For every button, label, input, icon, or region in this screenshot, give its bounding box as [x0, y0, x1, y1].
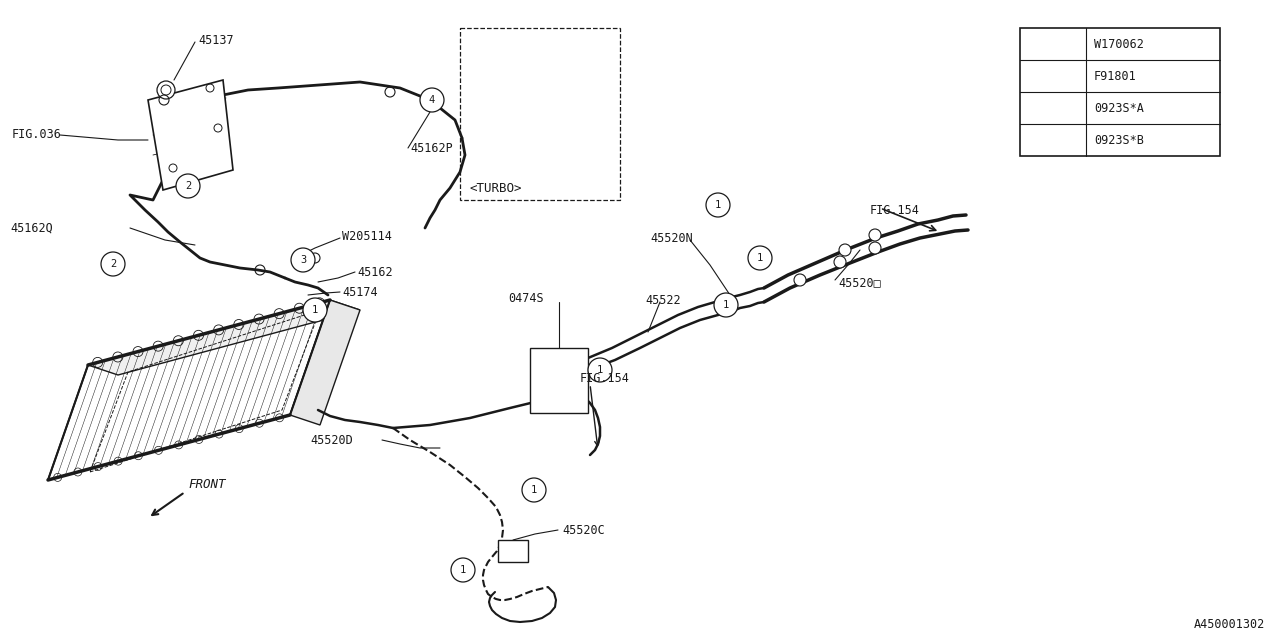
Text: 3: 3: [300, 255, 306, 265]
Polygon shape: [148, 80, 233, 190]
Text: 1: 1: [723, 300, 730, 310]
Circle shape: [835, 256, 846, 268]
Text: F91801: F91801: [1094, 70, 1137, 83]
Circle shape: [838, 244, 851, 256]
Text: W170062: W170062: [1094, 38, 1144, 51]
Bar: [498, 540, 529, 562]
Text: 45520C: 45520C: [562, 524, 604, 536]
Text: 45520D: 45520D: [310, 433, 353, 447]
Text: 45162Q: 45162Q: [10, 221, 52, 234]
Text: 4: 4: [429, 95, 435, 105]
Text: <TURBO>: <TURBO>: [470, 182, 522, 195]
Text: 2: 2: [184, 181, 191, 191]
Circle shape: [451, 558, 475, 582]
Text: 1: 1: [1050, 39, 1056, 49]
Circle shape: [1042, 129, 1064, 150]
Text: FRONT: FRONT: [188, 479, 225, 492]
Polygon shape: [88, 300, 360, 375]
Circle shape: [303, 298, 326, 322]
Text: 1: 1: [714, 200, 721, 210]
Circle shape: [1042, 65, 1064, 86]
Bar: [460, 28, 620, 200]
Circle shape: [522, 478, 547, 502]
Text: 3: 3: [1050, 103, 1056, 113]
Circle shape: [1042, 97, 1064, 118]
Text: 2: 2: [110, 259, 116, 269]
Text: 0923S*A: 0923S*A: [1094, 102, 1144, 115]
Text: W205114: W205114: [342, 230, 392, 243]
Circle shape: [101, 252, 125, 276]
Text: A450001302: A450001302: [1194, 618, 1265, 632]
Circle shape: [869, 242, 881, 254]
Text: 1: 1: [460, 565, 466, 575]
Circle shape: [177, 174, 200, 198]
Text: 45174: 45174: [342, 285, 378, 298]
Bar: [530, 348, 588, 413]
Polygon shape: [291, 300, 360, 425]
Circle shape: [707, 193, 730, 217]
Text: 45520N: 45520N: [650, 232, 692, 244]
Text: FIG.154: FIG.154: [580, 371, 630, 385]
Circle shape: [157, 81, 175, 99]
Circle shape: [1042, 33, 1064, 54]
Polygon shape: [49, 300, 330, 480]
Text: 4: 4: [1050, 135, 1056, 145]
Text: 0923S*B: 0923S*B: [1094, 134, 1144, 147]
Circle shape: [748, 246, 772, 270]
Text: 2: 2: [1050, 71, 1056, 81]
Circle shape: [869, 229, 881, 241]
Text: 45162P: 45162P: [410, 141, 453, 154]
Text: 45137: 45137: [198, 33, 234, 47]
Circle shape: [714, 293, 739, 317]
Text: 45520□: 45520□: [838, 276, 881, 289]
Circle shape: [291, 248, 315, 272]
Bar: [1020, 28, 1220, 156]
Text: 1: 1: [596, 365, 603, 375]
Circle shape: [420, 88, 444, 112]
Text: FIG.154: FIG.154: [870, 204, 920, 216]
Text: 1: 1: [531, 485, 538, 495]
Text: 0474S: 0474S: [508, 291, 544, 305]
Circle shape: [794, 274, 806, 286]
Circle shape: [588, 358, 612, 382]
Text: 1: 1: [312, 305, 319, 315]
Text: 45162: 45162: [357, 266, 393, 278]
Text: FIG.036: FIG.036: [12, 129, 61, 141]
Text: 45522: 45522: [645, 294, 681, 307]
Text: 1: 1: [756, 253, 763, 263]
